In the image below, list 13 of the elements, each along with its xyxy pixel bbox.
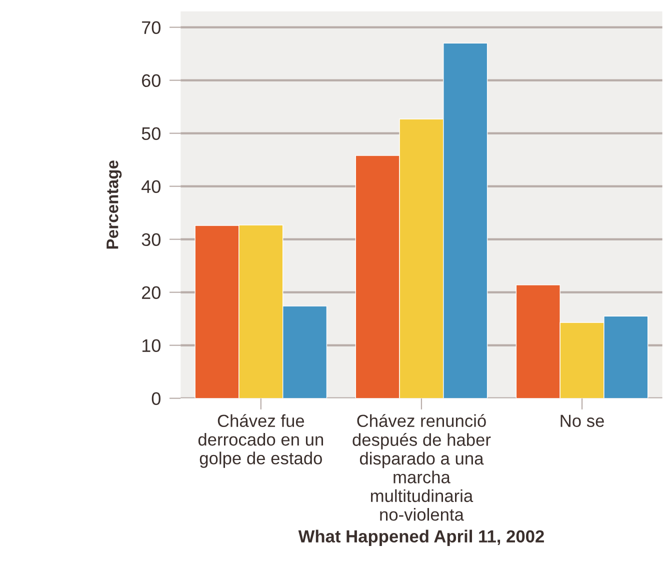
y-tick-label: 70 [142, 21, 160, 34]
x-tick-label: Chávez fue derrocado en un golpe de estado [198, 414, 324, 468]
x-axis-title: What Happened April 11, 2002 [298, 530, 544, 546]
x-tick-label: Chávez renunció después de haber disparado a una marcha multitudinaria no-violenta [352, 414, 491, 521]
y-tick-label: 50 [142, 127, 160, 140]
y-axis-title: Percentage [106, 160, 122, 249]
y-tick-label: 10 [142, 339, 160, 352]
y-tick-label: 40 [142, 180, 160, 194]
x-tick-label: No se [560, 414, 604, 428]
y-tick-label: 0 [152, 392, 160, 406]
y-tick-label: 60 [142, 74, 160, 88]
y-tick-label: 20 [142, 286, 160, 300]
y-tick-label: 30 [142, 233, 160, 246]
